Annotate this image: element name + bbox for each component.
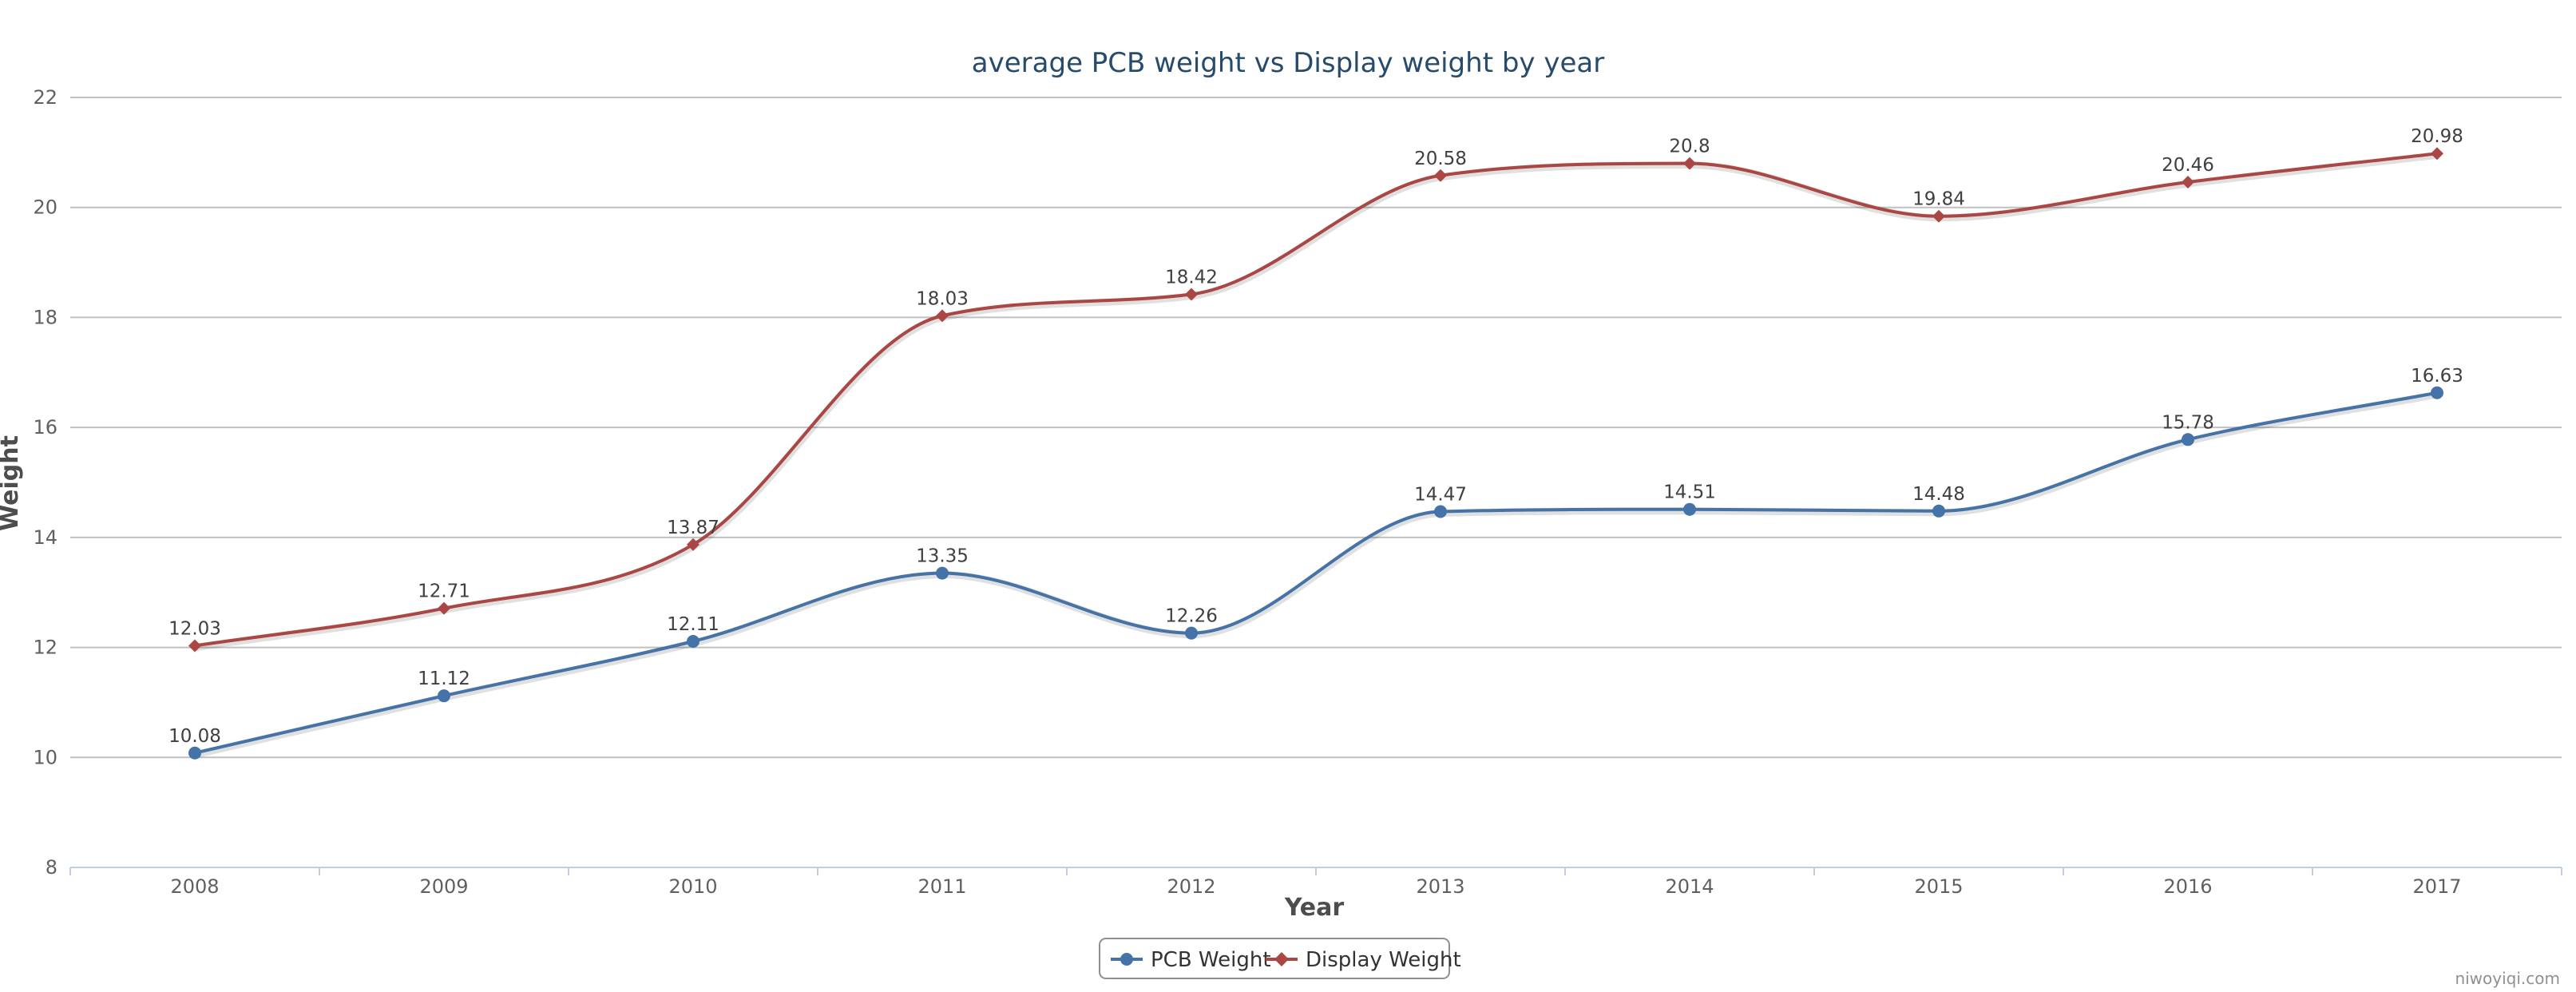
- data-point[interactable]: [1434, 169, 1447, 182]
- data-label: 20.98: [2411, 126, 2463, 147]
- y-tick-label: 12: [33, 637, 57, 659]
- data-point[interactable]: [1683, 502, 1696, 516]
- legend-item-pcb-weight[interactable]: PCB Weight: [1111, 948, 1271, 972]
- x-tick-label: 2008: [170, 875, 219, 898]
- data-point[interactable]: [1185, 288, 1198, 301]
- data-point[interactable]: [2182, 433, 2194, 446]
- x-tick-label: 2012: [1167, 875, 1215, 898]
- data-label: 14.48: [1912, 484, 1965, 505]
- legend-label-pcb-weight: PCB Weight: [1151, 948, 1271, 972]
- data-label: 20.8: [1669, 137, 1710, 157]
- data-label: 18.42: [1165, 268, 1218, 288]
- data-point[interactable]: [1683, 157, 1696, 170]
- y-tick-label: 10: [33, 746, 57, 768]
- x-axis-title: Year: [1284, 894, 1345, 922]
- data-label: 14.47: [1414, 484, 1467, 505]
- data-label: 13.87: [667, 518, 719, 538]
- x-tick-label: 2010: [668, 875, 717, 898]
- data-point[interactable]: [438, 689, 450, 703]
- data-point[interactable]: [1932, 209, 1945, 223]
- legend-item-display-weight[interactable]: Display Weight: [1266, 948, 1461, 972]
- data-label: 14.51: [1663, 482, 1716, 503]
- data-label: 20.58: [1414, 149, 1467, 169]
- series-shadow: [195, 151, 2439, 651]
- data-label: 12.71: [418, 581, 470, 602]
- y-tick-label: 18: [33, 306, 57, 328]
- legend-circle-icon: [1120, 953, 1133, 966]
- series-display-weight: [188, 147, 2443, 653]
- series-pcb-weight: [188, 386, 2443, 760]
- y-axis-title: Weight: [0, 435, 24, 531]
- series-line-display-weight[interactable]: [194, 152, 2438, 648]
- x-tick-label: 2009: [419, 875, 468, 898]
- legend-diamond-icon: [1274, 952, 1289, 966]
- x-tick-label: 2017: [2412, 875, 2461, 898]
- data-point[interactable]: [936, 566, 949, 580]
- data-label: 12.26: [1165, 606, 1218, 627]
- x-tick-label: 2014: [1665, 875, 1714, 898]
- data-label: 15.78: [2162, 412, 2214, 433]
- data-label: 12.03: [168, 619, 221, 640]
- y-tick-label: 22: [33, 86, 57, 109]
- series-group: [188, 147, 2443, 760]
- data-label: 19.84: [1912, 189, 1965, 210]
- data-labels: 10.08 11.12 12.11 13.35 12.26 14.47 14.51 14.48…: [168, 126, 2463, 747]
- credit-text[interactable]: niwoyiqi.com: [2455, 969, 2560, 988]
- data-point[interactable]: [2182, 176, 2194, 189]
- y-tick-label: 8: [46, 856, 57, 879]
- data-point[interactable]: [936, 309, 949, 323]
- x-tick-label: 2011: [917, 875, 966, 898]
- data-point[interactable]: [188, 639, 201, 653]
- chart-title: average PCB weight vs Display weight by …: [972, 47, 1604, 79]
- data-point[interactable]: [2431, 386, 2443, 399]
- data-point[interactable]: [1434, 505, 1447, 518]
- data-point[interactable]: [1932, 504, 1945, 518]
- x-tick-label: 2015: [1914, 875, 1963, 898]
- series-shadow: [194, 391, 2439, 759]
- legend-label-display-weight: Display Weight: [1306, 948, 1461, 972]
- y-tick-label: 20: [33, 196, 57, 219]
- data-point[interactable]: [188, 746, 201, 760]
- data-label: 11.12: [418, 669, 470, 689]
- data-label: 12.11: [667, 614, 719, 635]
- y-tick-label: 16: [33, 416, 57, 438]
- data-point[interactable]: [1185, 626, 1198, 640]
- x-axis: 2008 2009 2010 2011 2012 2013 2014 2015 2016 2017: [69, 867, 2562, 898]
- series-line-pcb-weight[interactable]: [194, 391, 2438, 755]
- data-point[interactable]: [687, 538, 699, 551]
- data-label: 18.03: [916, 288, 969, 309]
- legend: PCB Weight Display Weight: [1099, 938, 1461, 979]
- data-point[interactable]: [438, 601, 450, 615]
- data-point[interactable]: [2431, 147, 2443, 161]
- data-label: 16.63: [2411, 366, 2463, 387]
- x-tick-label: 2016: [2163, 875, 2212, 898]
- x-tick-label: 2013: [1416, 875, 1464, 898]
- data-label: 20.46: [2162, 155, 2214, 176]
- data-point[interactable]: [687, 634, 699, 648]
- data-label: 10.08: [168, 726, 221, 747]
- data-label: 13.35: [916, 546, 969, 567]
- y-tick-label: 14: [33, 526, 57, 549]
- grid: 8 10 12 14 16 18 20 22: [33, 86, 2562, 879]
